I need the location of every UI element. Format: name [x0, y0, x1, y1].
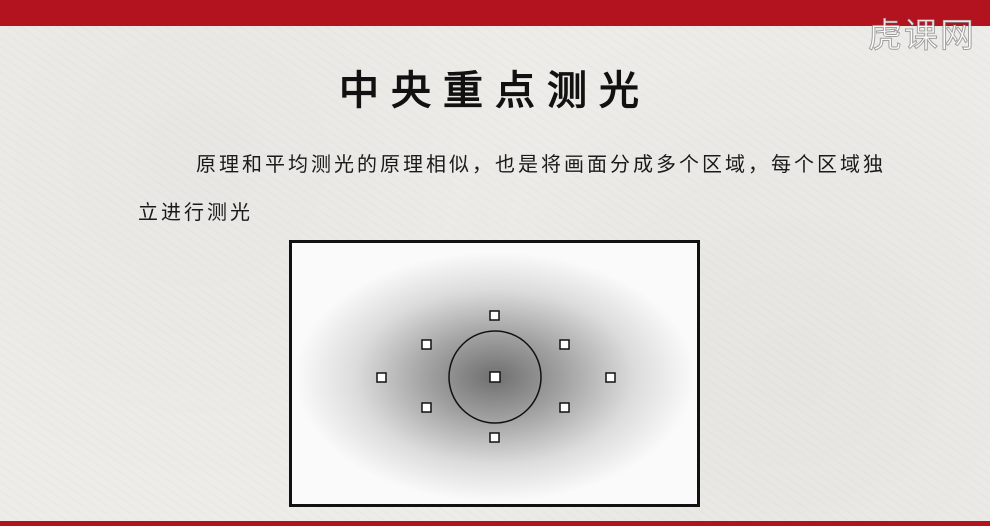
af-point-upper-right-icon: [559, 339, 570, 350]
af-point-upper-left-icon: [421, 339, 432, 350]
slide-title: 中央重点测光: [339, 67, 651, 114]
af-point-bottom-icon: [489, 432, 500, 443]
af-point-right-icon: [605, 372, 616, 383]
af-point-left-icon: [376, 372, 387, 383]
bottom-red-bar: [0, 521, 990, 526]
af-point-center-icon: [489, 371, 501, 383]
af-point-top-icon: [489, 310, 500, 321]
af-point-lower-right-icon: [559, 402, 570, 413]
metering-center-circle-icon: [448, 330, 542, 424]
watermark-logo: 虎课网: [868, 16, 976, 57]
body-paragraph: 原理和平均测光的原理相似，也是将画面分成多个区域，每个区域独立进行测光: [138, 152, 886, 224]
af-point-lower-left-icon: [421, 402, 432, 413]
metering-diagram: [292, 243, 697, 504]
top-red-bar: [0, 0, 990, 26]
viewfinder-frame: [289, 240, 700, 507]
